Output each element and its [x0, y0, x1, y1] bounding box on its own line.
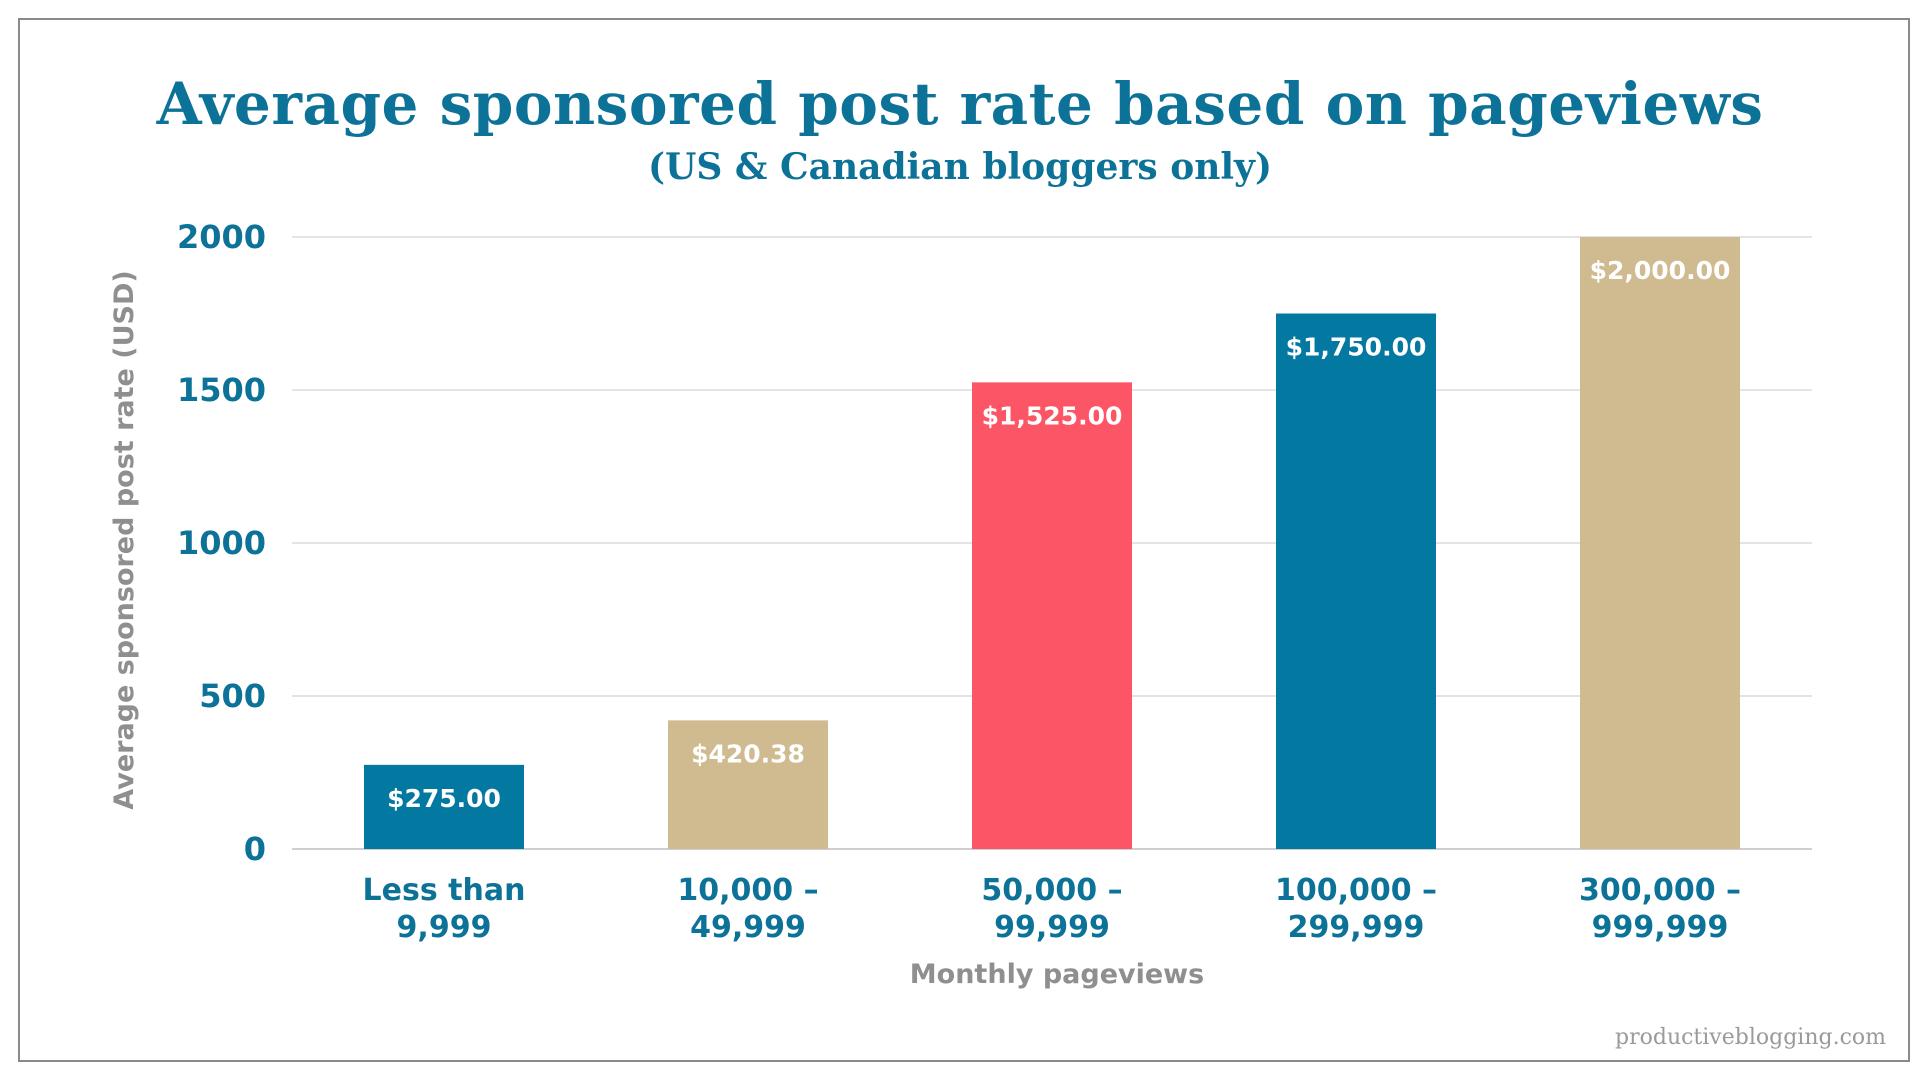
- y-axis-title: Average sponsored post rate (USD): [109, 270, 140, 809]
- x-category-label: 49,999: [690, 910, 806, 945]
- bar-value-label: $2,000.00: [1590, 256, 1731, 285]
- x-axis-title: Monthly pageviews: [910, 959, 1204, 990]
- x-category-label: 300,000 –: [1579, 873, 1741, 908]
- bar: [1276, 313, 1436, 849]
- bar: [668, 720, 828, 849]
- bar-value-label: $275.00: [387, 784, 501, 813]
- watermark: productiveblogging.com: [1615, 1025, 1886, 1050]
- chart-title: Average sponsored post rate based on pag…: [156, 70, 1764, 138]
- y-tick-label: 1000: [177, 524, 266, 562]
- bar-value-label: $1,750.00: [1286, 333, 1427, 362]
- chart-subtitle: (US & Canadian bloggers only): [647, 146, 1273, 188]
- x-category-label: 299,999: [1288, 910, 1425, 945]
- bar-value-label: $420.38: [691, 739, 805, 768]
- y-tick-label: 1500: [177, 371, 266, 409]
- bar: [1580, 237, 1740, 849]
- y-tick-label: 0: [244, 830, 266, 868]
- bar: [364, 764, 524, 849]
- x-category-label: 10,000 –: [677, 873, 818, 908]
- bar: [972, 382, 1132, 849]
- bars: [364, 237, 1740, 849]
- x-category-label: Less than: [363, 873, 526, 908]
- x-category-label: 100,000 –: [1275, 873, 1437, 908]
- x-category-label: 50,000 –: [981, 873, 1122, 908]
- bar-value-label: $1,525.00: [982, 401, 1123, 430]
- y-tick-label: 2000: [177, 218, 266, 256]
- x-category-label: 9,999: [397, 910, 492, 945]
- y-tick-label: 500: [199, 677, 266, 715]
- x-category-label: 99,999: [994, 910, 1110, 945]
- x-category-label: 999,999: [1592, 910, 1729, 945]
